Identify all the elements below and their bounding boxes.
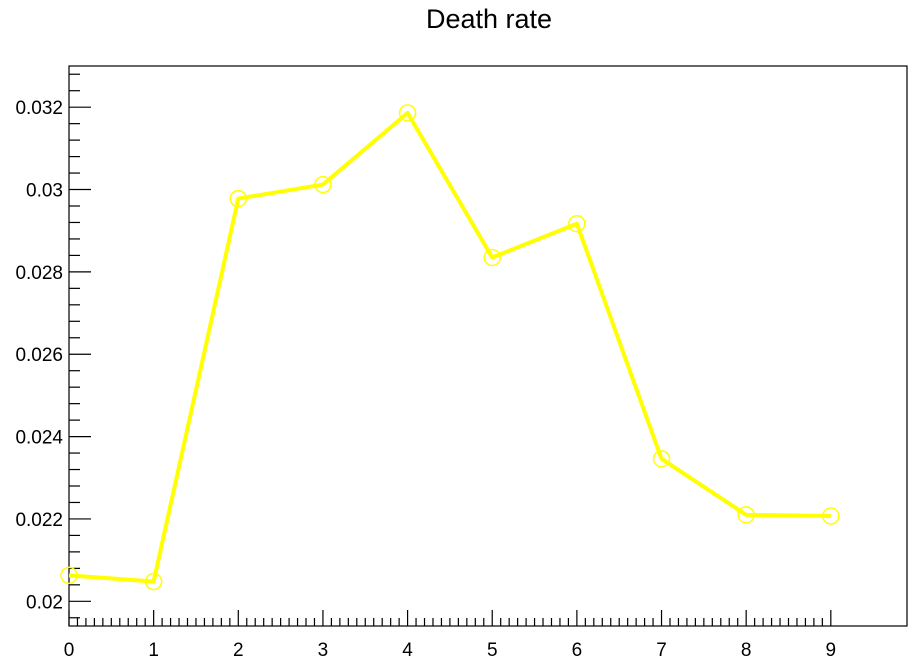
x-tick-label: 3 [318, 640, 329, 661]
x-tick-label: 0 [64, 640, 75, 661]
y-axis-tick-labels: 0.02 0.022 0.024 0.026 0.028 0.03 0.032 [15, 98, 63, 613]
y-tick-label: 0.02 [26, 592, 63, 613]
data-point [483, 248, 501, 267]
data-point [314, 175, 332, 194]
chart-title: Death rate [426, 4, 552, 34]
x-tick-label: 8 [741, 640, 752, 661]
data-point [568, 214, 586, 233]
x-tick-label: 9 [826, 640, 837, 661]
plot-frame [68, 65, 908, 627]
y-tick-label: 0.022 [15, 510, 63, 531]
x-tick-label: 1 [148, 640, 159, 661]
y-tick-label: 0.024 [15, 428, 63, 449]
y-tick-label: 0.026 [15, 345, 63, 366]
y-tick-label: 0.03 [26, 181, 63, 202]
x-axis-tick-labels: 0 1 2 3 4 5 6 7 8 9 [64, 640, 836, 661]
x-tick-label: 5 [487, 640, 498, 661]
data-point [144, 572, 163, 591]
x-axis-ticks [68, 610, 832, 626]
series-line [68, 110, 831, 584]
data-point [60, 566, 78, 585]
y-tick-label: 0.032 [15, 98, 63, 119]
data-point [652, 450, 671, 468]
x-tick-label: 4 [402, 640, 413, 661]
data-point [737, 506, 755, 524]
data-point [398, 104, 417, 122]
x-tick-label: 2 [233, 640, 244, 661]
data-point [229, 189, 248, 208]
x-tick-label: 7 [656, 640, 667, 661]
y-axis-ticks [69, 73, 91, 619]
y-tick-label: 0.028 [15, 263, 63, 284]
x-tick-label: 6 [572, 640, 583, 661]
series-group [60, 104, 840, 591]
data-point [822, 507, 840, 525]
